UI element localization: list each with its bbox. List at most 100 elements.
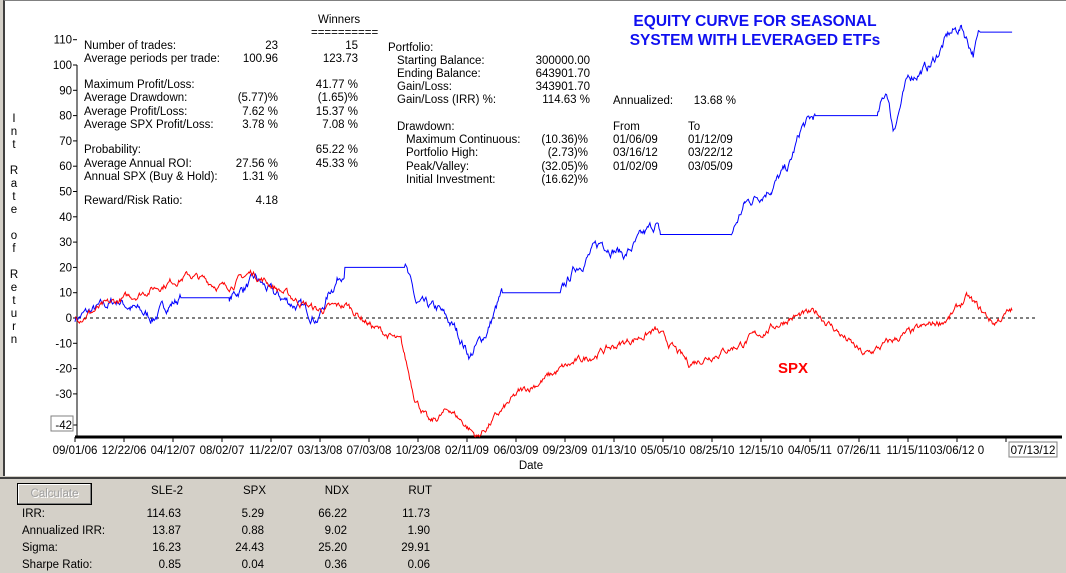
from-header: From (613, 121, 640, 133)
y-axis-label-letter: R (9, 165, 19, 177)
metric-value: 1.90 (407, 525, 430, 537)
x-tick-label: 11/22/07 (249, 445, 293, 457)
spx-series-label: SPX (778, 360, 809, 377)
stat-value-all: 7.62 % (242, 106, 278, 118)
y-tick-label: -20 (55, 364, 72, 376)
y-axis-label-letter: o (10, 230, 18, 242)
x-tick-label: 08/02/07 (200, 445, 245, 457)
y-axis-label-gap (8, 256, 20, 269)
metric-value: 0.06 (407, 559, 430, 571)
metric-value: 9.02 (324, 525, 347, 537)
stat-value-winners: 15 (345, 40, 358, 52)
drawdown-value: (16.62)% (541, 173, 588, 186)
stat-label: Average SPX Profit/Loss: (84, 119, 214, 131)
drawdown-to: 03/22/12 (688, 147, 733, 160)
y-axis-label-letter: e (10, 282, 18, 294)
stat-value-winners: 65.22 % (315, 144, 358, 156)
chart-panel (3, 0, 1066, 476)
y-tick-label: 80 (59, 111, 72, 123)
drawdown-label: Portfolio High: (406, 147, 479, 160)
metric-label: Sigma: (22, 542, 58, 554)
stat-value-all: 3.78 % (242, 119, 278, 131)
x-tick-label: 11/15/11 (886, 445, 929, 457)
portfolio-label: Ending Balance: (397, 68, 481, 80)
metric-value: 5.29 (241, 508, 264, 520)
y-tick-label: -30 (55, 389, 72, 401)
x-tick-label: 02/11/09 (445, 445, 489, 457)
y-axis-label-letter: r (12, 321, 16, 333)
chart-title: EQUITY CURVE FOR SEASONAL SYSTEM WITH LEV… (629, 13, 881, 49)
x-tick-label: 09/23/09 (543, 445, 588, 457)
x-tick-label: 09/01/06 (53, 445, 98, 457)
stat-value-all: 4.18 (255, 195, 278, 207)
stat-label: Probability: (84, 144, 141, 156)
metric-value: 0.85 (158, 559, 181, 571)
stat-value-winners: 123.73 (322, 53, 358, 65)
stat-value-all: 27.56 % (235, 158, 278, 170)
y-axis-label-letter: n (10, 126, 18, 138)
stat-value-all: 100.96 (242, 53, 278, 65)
x-value-box (1008, 441, 1058, 458)
y-axis-label-letter: R (9, 269, 19, 281)
portfolio-value: 643901.70 (535, 68, 590, 80)
column-header: SLE-2 (151, 485, 183, 497)
y-tick-label: 60 (59, 161, 72, 173)
stat-label: Average Drawdown: (84, 92, 188, 104)
metric-label: IRR: (22, 508, 45, 520)
x-tick-label: 04/12/07 (151, 445, 196, 457)
stat-value-winners: 7.08 % (322, 119, 358, 131)
x-tick-label: 05/05/10 (641, 445, 686, 457)
metric-value: 66.22 (318, 508, 347, 520)
metric-value: 114.63 (146, 508, 181, 520)
column-header: NDX (324, 485, 349, 497)
system-equity-line (74, 24, 1013, 361)
drawdown-value: (32.05)% (541, 160, 588, 173)
column-header: RUT (408, 485, 432, 497)
metric-value: 0.36 (324, 559, 347, 571)
y-axis-label-letter: n (10, 334, 18, 346)
portfolio-header: Portfolio: (388, 42, 434, 54)
x-tick-label: 03/06/12 0 (930, 445, 984, 457)
annualized-label: Annualized: (613, 95, 674, 107)
portfolio-value: 343901.70 (535, 81, 590, 93)
calculate-button[interactable]: Calculate (17, 483, 92, 505)
stat-label: Maximum Profit/Loss: (84, 79, 195, 91)
to-header: To (688, 121, 701, 133)
stat-label: Number of trades: (84, 40, 177, 52)
drawdown-value: (10.36)% (541, 134, 588, 146)
x-tick-label: 07/13/12 (1011, 445, 1056, 457)
column-header: SPX (242, 485, 266, 497)
x-tick-label: 12/15/10 (739, 445, 784, 457)
summary-panel (0, 477, 1066, 573)
stat-value-winners: 45.33 % (315, 158, 358, 170)
drawdown-to: 01/12/09 (688, 134, 733, 146)
y-tick-label: 110 (54, 35, 72, 47)
y-axis-label-letter: f (12, 243, 16, 255)
metric-value: 29.91 (401, 542, 430, 554)
y-tick-label: 10 (59, 288, 72, 300)
stat-value-winners: 15.37 % (315, 106, 358, 118)
x-tick-label: 03/13/08 (298, 445, 343, 457)
drawdown-header: Drawdown: (397, 121, 455, 133)
metric-value: 25.20 (318, 542, 347, 554)
x-tick-label: 08/25/10 (690, 445, 735, 457)
y-axis-label-letter: e (10, 204, 18, 216)
drawdown-value: (2.73)% (547, 147, 588, 160)
stat-value-winners: (1.65)% (317, 92, 358, 104)
x-tick-label: 12/22/06 (102, 445, 147, 457)
portfolio-value: 300000.00 (535, 55, 590, 67)
metric-label: Annualized IRR: (22, 525, 106, 537)
stat-value-all: 1.31 % (242, 171, 278, 183)
x-tick-label: 07/26/11 (837, 445, 881, 457)
x-tick-label: 10/23/08 (396, 445, 441, 457)
stat-value-all: 23 (265, 40, 278, 52)
y-axis-label-gap (8, 217, 20, 230)
portfolio-value: 114.63 % (542, 94, 590, 106)
winners-rule: ========== (311, 27, 379, 39)
y-tick-label: -10 (55, 338, 72, 350)
stat-value-all: (5.77)% (237, 92, 278, 104)
y-tick-label: 100 (53, 60, 72, 72)
portfolio-label: Starting Balance: (397, 55, 485, 67)
y-tick-label: -42 (55, 420, 72, 432)
